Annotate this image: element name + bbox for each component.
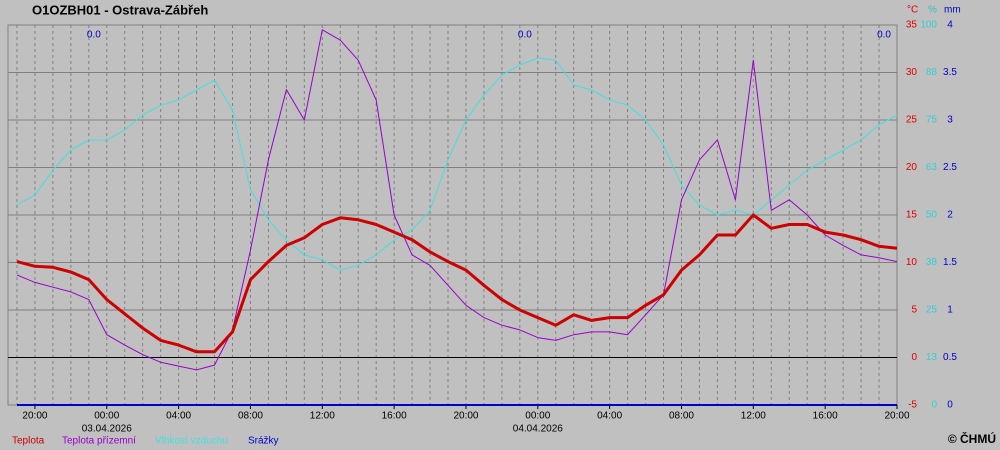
date-label: 04.04.2026 bbox=[513, 424, 563, 435]
y3-unit: mm bbox=[944, 5, 961, 16]
y3-tick-label: 4 bbox=[947, 20, 953, 31]
x-tick-label: 20:00 bbox=[453, 411, 478, 422]
legend-entry: Teplota bbox=[12, 436, 45, 447]
y-unit: °C bbox=[907, 5, 918, 16]
x-tick-label: 16:00 bbox=[382, 411, 407, 422]
date-label: 03.04.2026 bbox=[82, 424, 132, 435]
y-tick-label: 35 bbox=[906, 20, 918, 31]
x-tick-label: 20:00 bbox=[22, 411, 47, 422]
y3-tick-label: 2.5 bbox=[943, 162, 957, 173]
y3-tick-label: 0.5 bbox=[943, 352, 957, 363]
y-tick-label: -5 bbox=[908, 400, 917, 411]
daily-sum: 0.0 bbox=[87, 30, 101, 41]
x-tick-label: 00:00 bbox=[94, 411, 119, 422]
y2-tick-label: 63 bbox=[926, 162, 938, 173]
x-tick-label: 04:00 bbox=[166, 411, 191, 422]
x-tick-label: 20:00 bbox=[884, 411, 909, 422]
daily-sum: 0.0 bbox=[518, 30, 532, 41]
y2-tick-label: 50 bbox=[926, 210, 938, 221]
y-tick-label: 5 bbox=[911, 305, 917, 316]
series-line bbox=[16, 29, 898, 371]
y3-tick-label: 2 bbox=[947, 210, 953, 221]
x-tick-label: 12:00 bbox=[310, 411, 335, 422]
y-tick-label: 30 bbox=[906, 67, 918, 78]
y2-tick-label: 0 bbox=[931, 400, 937, 411]
x-tick-label: 08:00 bbox=[669, 411, 694, 422]
y-tick-label: 0 bbox=[911, 352, 917, 363]
y-tick-label: 25 bbox=[906, 115, 918, 126]
y3-tick-label: 1 bbox=[947, 305, 953, 316]
x-tick-label: 12:00 bbox=[741, 411, 766, 422]
y2-unit: % bbox=[928, 5, 937, 16]
y3-tick-label: 3.5 bbox=[943, 67, 957, 78]
legend-entry: Srážky bbox=[248, 436, 279, 447]
daily-sum: 0.0 bbox=[877, 30, 891, 41]
series-line bbox=[16, 213, 898, 354]
y-tick-label: 20 bbox=[906, 162, 918, 173]
x-tick-label: 00:00 bbox=[525, 411, 550, 422]
series-line bbox=[16, 57, 898, 271]
y-tick-label: 15 bbox=[906, 210, 918, 221]
y3-tick-label: 0 bbox=[947, 400, 953, 411]
x-tick-label: 04:00 bbox=[597, 411, 622, 422]
y-tick-label: 10 bbox=[906, 257, 918, 268]
y3-tick-label: 3 bbox=[947, 115, 953, 126]
y3-tick-label: 1.5 bbox=[943, 257, 957, 268]
credit: © ČHMÚ bbox=[948, 431, 996, 446]
y2-tick-label: 38 bbox=[926, 257, 938, 268]
chart-title: O1OZBH01 - Ostrava-Zábřeh bbox=[32, 2, 208, 17]
y2-tick-label: 75 bbox=[926, 115, 938, 126]
legend-entry: Teplota přízemní bbox=[62, 436, 136, 447]
y2-tick-label: 88 bbox=[926, 67, 938, 78]
x-tick-label: 16:00 bbox=[813, 411, 838, 422]
legend-entry: Vlhkost vzduchu bbox=[155, 436, 228, 447]
y2-tick-label: 25 bbox=[926, 305, 938, 316]
y2-tick-label: 100 bbox=[920, 20, 937, 31]
y2-tick-label: 13 bbox=[926, 352, 938, 363]
x-tick-label: 08:00 bbox=[238, 411, 263, 422]
